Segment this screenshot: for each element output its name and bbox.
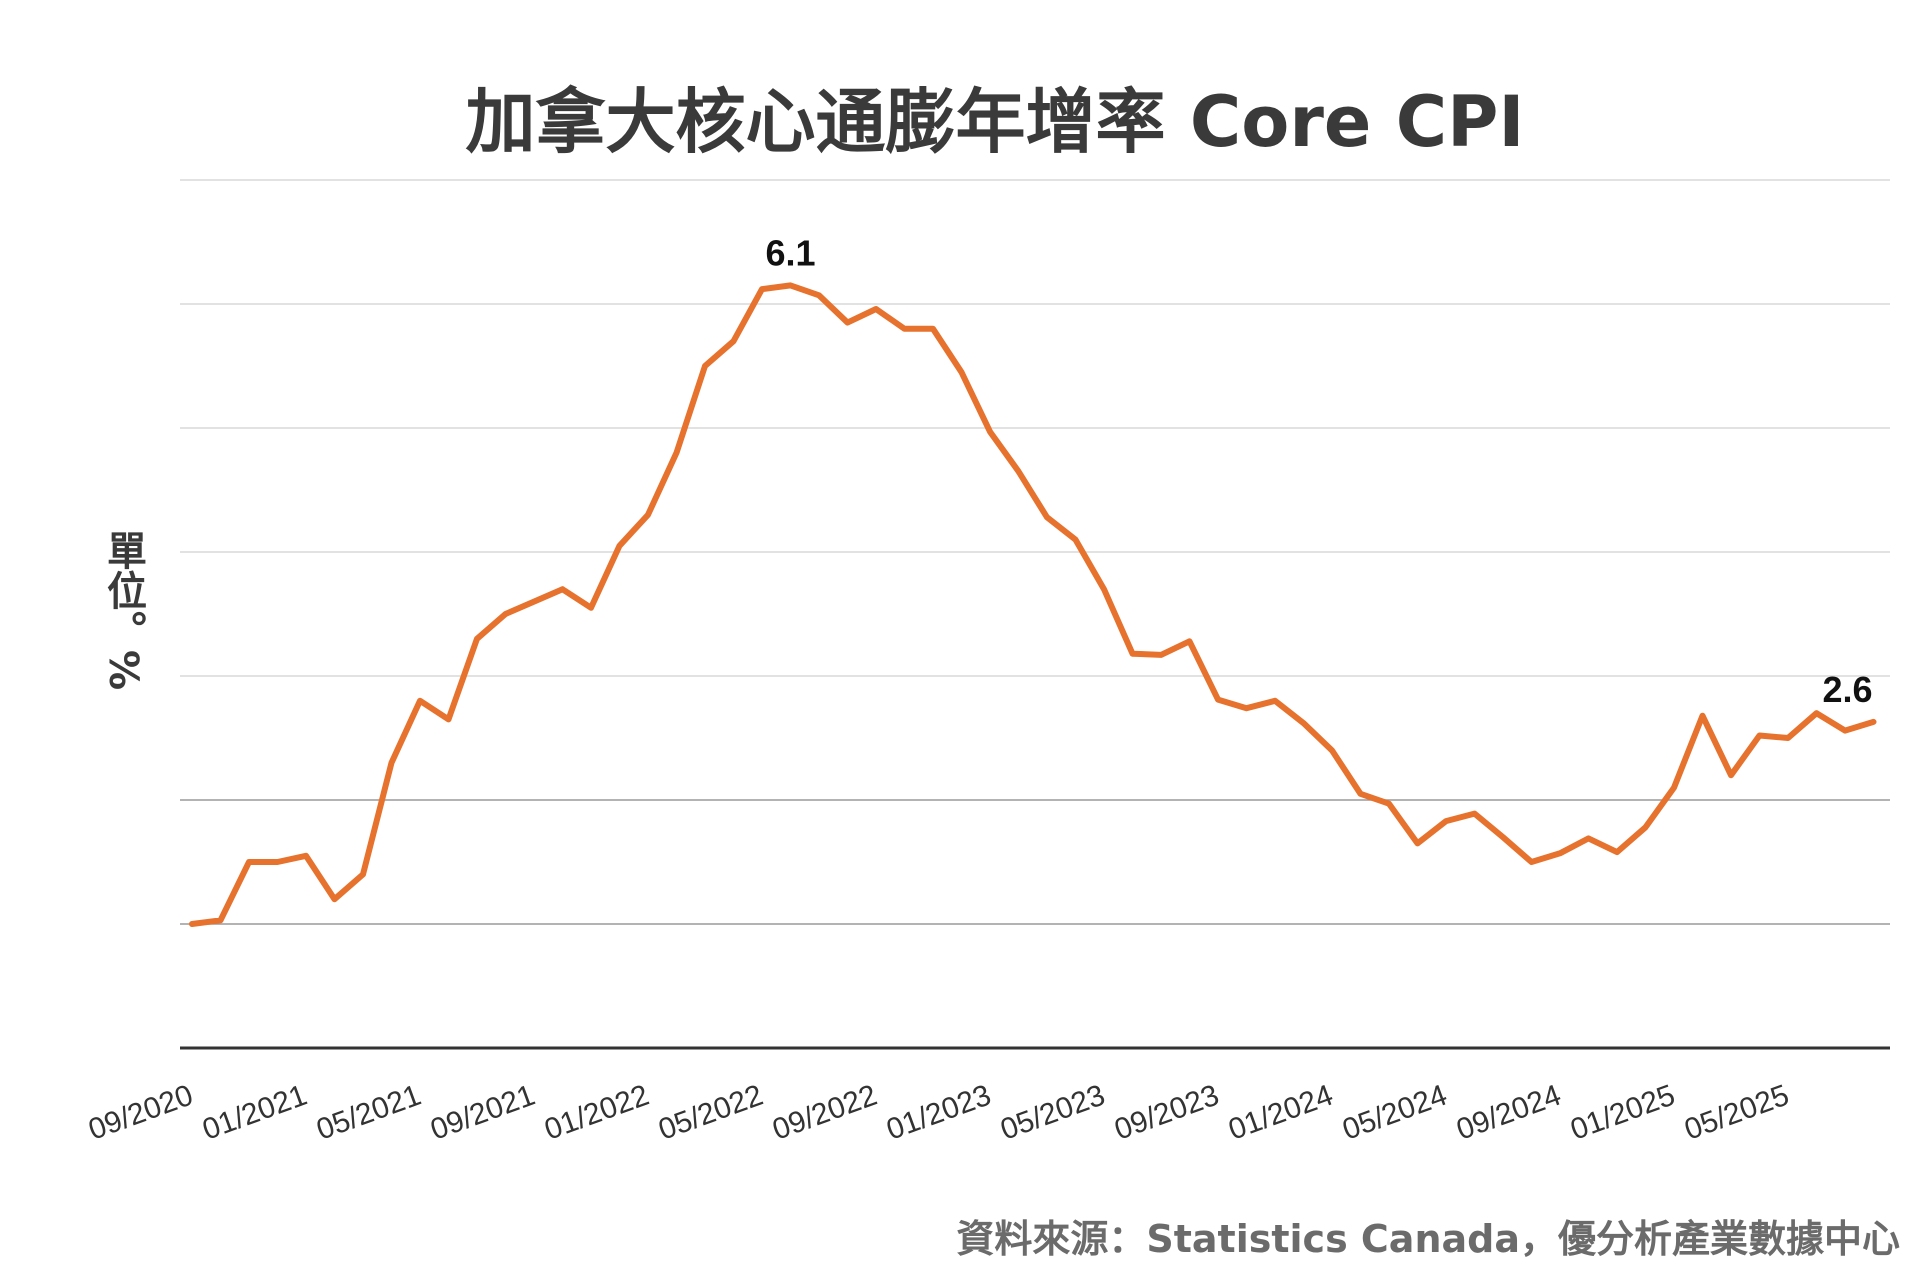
x-tick-label: 01/2025 bbox=[1566, 1079, 1679, 1147]
x-tick-label: 09/2020 bbox=[84, 1079, 197, 1147]
x-tick-label: 05/2023 bbox=[996, 1079, 1109, 1147]
data-label: 6.1 bbox=[765, 232, 815, 273]
series-line-core-cpi bbox=[189, 282, 1877, 927]
gridlines bbox=[180, 179, 1890, 925]
x-tick-label: 01/2024 bbox=[1224, 1079, 1337, 1147]
source-note: 資料來源：Statistics Canada，優分析產業數據中心 bbox=[956, 1217, 1900, 1261]
x-tick-label: 05/2025 bbox=[1680, 1079, 1793, 1147]
x-tick-label: 09/2024 bbox=[1452, 1079, 1565, 1147]
x-tick-labels: 09/2020 01/2021 05/2021 09/2021 01/2022 05/20… bbox=[84, 1079, 1793, 1147]
x-tick-label: 09/2023 bbox=[1110, 1079, 1223, 1147]
x-tick-label: 05/2024 bbox=[1338, 1079, 1451, 1147]
x-tick-label: 01/2022 bbox=[540, 1079, 653, 1147]
x-tick-label: 05/2022 bbox=[654, 1079, 767, 1147]
x-tick-label: 09/2021 bbox=[426, 1079, 539, 1147]
chart-title: 加拿大核心通膨年增率 Core CPI bbox=[465, 81, 1525, 163]
data-labels: 6.1 2.6 bbox=[765, 232, 1872, 709]
y-axis-label: 單位。% bbox=[100, 530, 146, 691]
x-tick-label: 01/2023 bbox=[882, 1079, 995, 1147]
x-tick-label: 05/2021 bbox=[312, 1079, 425, 1147]
x-tick-label: 09/2022 bbox=[768, 1079, 881, 1147]
x-tick-label: 01/2021 bbox=[198, 1079, 311, 1147]
data-label: 2.6 bbox=[1822, 669, 1872, 710]
